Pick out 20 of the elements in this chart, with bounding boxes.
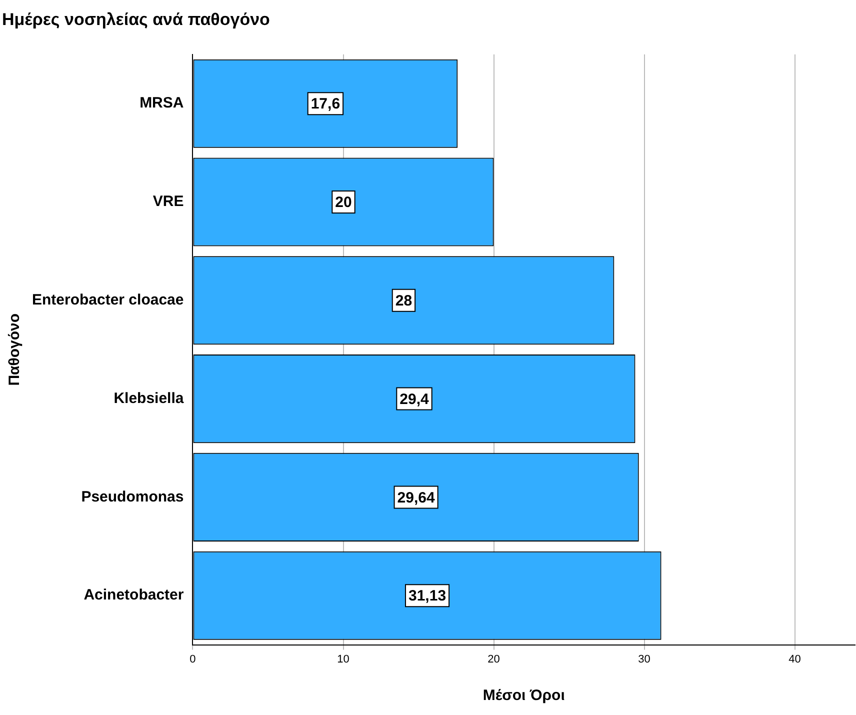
y-tick-label: Pseudomonas [81, 488, 184, 506]
y-tick-label: Acinetobacter [84, 586, 184, 604]
data-label: 29,4 [400, 390, 430, 408]
x-tick-label: 10 [337, 653, 350, 666]
x-tick-label: 30 [638, 653, 650, 666]
y-axis-title: Παθογόνο [6, 313, 24, 386]
x-tick-label: 20 [488, 653, 500, 666]
chart-title: Ημέρες νοσηλείας ανά παθογόνο [2, 10, 270, 29]
y-tick-label: Enterobacter cloacae [32, 292, 184, 309]
x-tick-label: 0 [190, 653, 196, 666]
y-tick-label: MRSA [140, 94, 184, 112]
y-tick-label: Klebsiella [114, 390, 184, 407]
data-label: 17,6 [310, 96, 340, 113]
data-label: 28 [395, 292, 412, 310]
data-label: 31,13 [408, 588, 446, 605]
data-label: 20 [335, 194, 352, 212]
x-tick-label: 40 [788, 653, 801, 666]
y-tick-label: VRE [152, 193, 184, 210]
data-label: 29,64 [397, 489, 436, 506]
x-axis-title: Μέσοι Όροι [482, 687, 565, 704]
